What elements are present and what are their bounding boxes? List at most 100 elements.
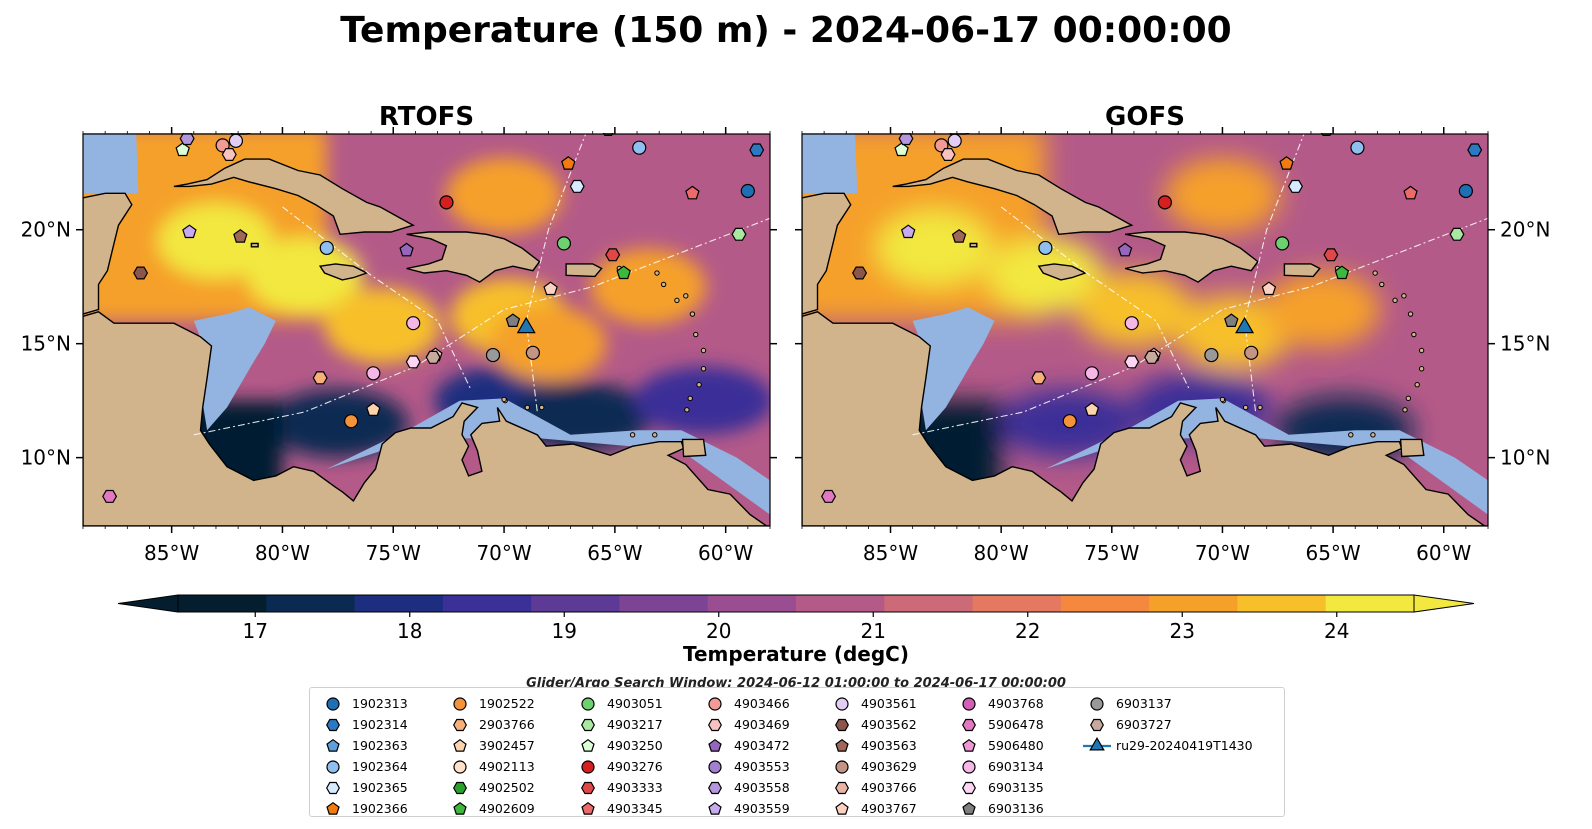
float-marker-4903553 bbox=[1371, 102, 1384, 115]
legend-label: 6903137 bbox=[1116, 696, 1172, 711]
legend-marker-icon bbox=[962, 718, 976, 731]
legend-label: 6903134 bbox=[988, 759, 1044, 774]
x-tick-label: 85°W bbox=[144, 541, 199, 565]
legend-item: 4903217 bbox=[573, 714, 663, 735]
legend-marker bbox=[962, 781, 976, 794]
legend-marker bbox=[453, 738, 467, 752]
colorbar-label: Temperature (degC) bbox=[683, 642, 909, 666]
legend-label: 4902502 bbox=[479, 780, 535, 795]
legend-marker-icon bbox=[708, 696, 722, 711]
legend-item: 4903766 bbox=[827, 777, 917, 798]
float-marker-4903768 bbox=[704, 86, 717, 99]
legend-marker-icon bbox=[453, 718, 467, 731]
float-marker-extra-0 bbox=[319, 240, 334, 256]
colorbar-bin bbox=[1325, 595, 1415, 612]
float-marker-4903333 bbox=[605, 248, 621, 262]
colorbar-tick-label: 23 bbox=[1170, 619, 1195, 643]
float-marker-1902363 bbox=[746, 109, 759, 121]
legend-column: 4903051 4903217 4903250 4903276 4903333 49033… bbox=[573, 693, 663, 819]
legend-item: 4903466 bbox=[700, 693, 790, 714]
legend-label: 1902313 bbox=[352, 696, 408, 711]
colorbar-bin bbox=[972, 595, 1062, 612]
float-marker-6903136 bbox=[1224, 313, 1239, 327]
colorbar-tick-label: 21 bbox=[861, 619, 886, 643]
legend-marker bbox=[453, 696, 467, 711]
legend-label: 4903051 bbox=[607, 696, 663, 711]
x-tick-label: 60°W bbox=[1416, 541, 1471, 565]
float-marker-1902363 bbox=[1464, 109, 1477, 121]
legend-item: 2903766 bbox=[445, 714, 535, 735]
float-marker-4902113 bbox=[686, 105, 699, 118]
float-marker-6903135 bbox=[405, 355, 421, 369]
legend-item: 4903553 bbox=[700, 756, 790, 777]
legend-item: 5906478 bbox=[954, 714, 1044, 735]
legend-marker-icon bbox=[835, 759, 849, 774]
legend-label: 4903562 bbox=[861, 717, 917, 732]
float-marker-4903767 bbox=[1261, 281, 1277, 296]
legend-item: 4903469 bbox=[700, 714, 790, 735]
legend-label: 4903766 bbox=[861, 780, 917, 795]
float-marker-4903345 bbox=[685, 185, 700, 200]
float-marker-4903559 bbox=[900, 224, 916, 239]
float-marker-3902457 bbox=[1084, 402, 1100, 416]
colorbar-bin bbox=[707, 595, 797, 612]
float-marker-extra-0 bbox=[1038, 240, 1053, 256]
legend-label: 4903563 bbox=[861, 738, 917, 753]
legend-item: 4903472 bbox=[700, 735, 790, 756]
y-tick-label: 10°N bbox=[1500, 446, 1550, 470]
float-marker-4903276 bbox=[439, 195, 454, 210]
colorbar-tick-label: 19 bbox=[552, 619, 577, 643]
y-tick-label: 15°N bbox=[21, 332, 71, 356]
float-marker-4903469 bbox=[940, 148, 956, 161]
float-marker-5906480 bbox=[1442, 82, 1455, 94]
float-marker-1902314 bbox=[749, 143, 765, 157]
float-marker-6903727 bbox=[1144, 350, 1160, 364]
y-tick-label: 20°N bbox=[1500, 218, 1550, 242]
float-marker-4903051 bbox=[1275, 236, 1290, 251]
float-marker-2903766 bbox=[1031, 371, 1047, 385]
legend-marker bbox=[708, 801, 722, 815]
float-marker-4903629 bbox=[525, 345, 540, 360]
float-marker-4903217 bbox=[731, 227, 747, 241]
figure-title: Temperature (150 m) - 2024-06-17 00:00:0… bbox=[340, 10, 1231, 51]
legend-label: 4903559 bbox=[734, 801, 790, 816]
map-frame bbox=[801, 133, 1489, 527]
colorbar-bin bbox=[1149, 595, 1238, 612]
legend-label: 4902609 bbox=[479, 801, 535, 816]
legend-marker-icon bbox=[581, 696, 595, 711]
float-marker-1902364 bbox=[1350, 140, 1365, 155]
y-tick-label: 20°N bbox=[21, 218, 71, 242]
legend-marker-icon bbox=[1083, 736, 1111, 750]
legend-item: 1902366 bbox=[318, 798, 408, 819]
x-tick-label: 70°W bbox=[476, 541, 531, 565]
legend-marker bbox=[708, 718, 722, 731]
float-marker-4903558 bbox=[898, 133, 914, 146]
legend-marker bbox=[326, 781, 340, 794]
colorbar-bin bbox=[1060, 595, 1150, 612]
float-marker-1902522 bbox=[344, 414, 359, 429]
float-marker-4903333 bbox=[1323, 248, 1339, 262]
legend-label: 4903768 bbox=[988, 696, 1044, 711]
float-marker-4903562 bbox=[852, 266, 868, 280]
legend-item: 4903559 bbox=[700, 798, 790, 819]
float-marker-5906478 bbox=[821, 489, 837, 503]
float-marker-1902313 bbox=[1458, 183, 1473, 199]
x-tick-label: 70°W bbox=[1195, 541, 1250, 565]
legend-item: ru29-20240419T1430 bbox=[1082, 735, 1253, 756]
colorbar-bin bbox=[266, 595, 356, 612]
float-marker-4903217 bbox=[1449, 227, 1465, 241]
legend-label: ru29-20240419T1430 bbox=[1116, 738, 1253, 753]
legend-item: 4903276 bbox=[573, 756, 663, 777]
legend-marker bbox=[835, 759, 849, 774]
legend-marker bbox=[708, 696, 722, 711]
legend-label: 1902366 bbox=[352, 801, 408, 816]
legend-label: 4902113 bbox=[479, 759, 535, 774]
legend-item: 4903561 bbox=[827, 693, 917, 714]
float-marker-4903558 bbox=[179, 133, 195, 146]
legend-marker-icon bbox=[326, 781, 340, 794]
legend-marker-icon bbox=[708, 759, 722, 774]
float-marker-4903469 bbox=[221, 148, 237, 161]
x-tick-label: 75°W bbox=[366, 541, 421, 565]
float-marker-2903766 bbox=[312, 371, 328, 385]
